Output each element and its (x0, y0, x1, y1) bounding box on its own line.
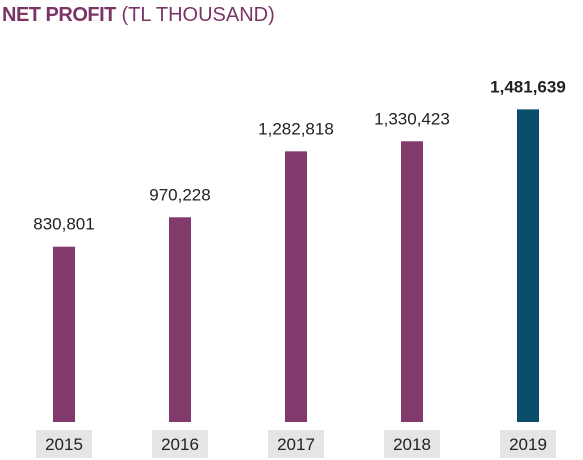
bar-2018 (401, 141, 423, 422)
value-label-2019: 1,481,639 (490, 77, 566, 96)
value-label-2017: 1,282,818 (258, 119, 334, 138)
bar-2017 (285, 151, 307, 422)
chart-title: NET PROFIT (TL THOUSAND) (2, 4, 275, 27)
category-box-2018 (384, 430, 440, 458)
category-box-2019 (500, 430, 556, 458)
category-label-2017: 2017 (277, 435, 315, 454)
bar-2019 (517, 109, 539, 422)
value-label-2015: 830,801 (33, 215, 94, 234)
category-label-2015: 2015 (45, 435, 83, 454)
bar-2016 (169, 217, 191, 422)
value-label-2018: 1,330,423 (374, 109, 450, 128)
category-box-2017 (268, 430, 324, 458)
chart-title-main: NET PROFIT (2, 4, 116, 26)
category-box-2016 (152, 430, 208, 458)
chart-title-unit: (TL THOUSAND) (115, 4, 275, 26)
category-label-2016: 2016 (161, 435, 199, 454)
category-label-2018: 2018 (393, 435, 431, 454)
bar-2015 (53, 246, 75, 422)
category-box-2015 (36, 430, 92, 458)
value-label-2016: 970,228 (149, 185, 210, 204)
category-label-2019: 2019 (509, 435, 547, 454)
